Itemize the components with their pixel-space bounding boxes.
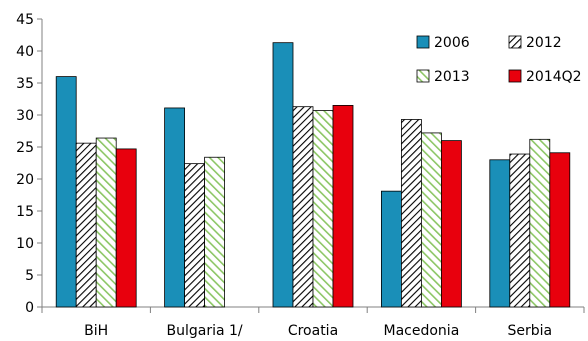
legend-swatch-2013 [416, 69, 430, 83]
bar-2013-macedonia [420, 132, 442, 308]
legend-swatch-2012 [508, 35, 522, 49]
y-tick-label: 15 [16, 204, 34, 220]
bar-2014Q2-macedonia [440, 140, 462, 308]
bar-2012-serbia [509, 153, 531, 308]
bar-2013-bih [95, 137, 117, 308]
bar-2012-macedonia [400, 119, 422, 308]
bar-2013-croatia [312, 110, 334, 308]
x-category-label: Serbia [507, 323, 552, 339]
bar-2014Q2-serbia [549, 152, 571, 308]
bars [55, 42, 571, 308]
bar-2006-serbia [489, 159, 511, 308]
bar-2013-serbia [529, 138, 551, 308]
y-tick-label: 10 [16, 236, 34, 252]
legend: 2006 2012 2013 2014Q2 [416, 35, 582, 85]
x-category-label: BiH [84, 323, 108, 339]
y-tick-label: 40 [16, 44, 34, 60]
legend-swatch-2014Q2 [508, 69, 522, 83]
bar-2006-bulgaria1 [164, 107, 186, 308]
x-category-label: Bulgaria 1/ [167, 323, 243, 339]
legend-label-2013: 2013 [434, 69, 470, 85]
legend-label-2012: 2012 [526, 35, 562, 51]
y-tick-label: 20 [16, 172, 34, 188]
bar-2012-bulgaria1 [184, 163, 206, 308]
legend-label-2006: 2006 [434, 35, 470, 51]
y-tick-label: 45 [16, 12, 34, 28]
bar-2012-croatia [292, 106, 314, 308]
x-category-label: Croatia [288, 323, 338, 339]
bar-2014Q2-bih [115, 148, 137, 308]
category-labels: BiH Bulgaria 1/Croatia Macedonia Serbia [84, 323, 552, 339]
y-tick-label: 5 [25, 268, 34, 284]
x-category-label: Macedonia [384, 323, 460, 339]
y-tick-label: 0 [25, 300, 34, 316]
y-tick-label: 35 [16, 76, 34, 92]
legend-label-2014Q2: 2014Q2 [526, 69, 582, 85]
bar-2006-bih [55, 76, 77, 308]
y-tick-label: 30 [16, 108, 34, 124]
legend-swatch-2006 [416, 35, 430, 49]
bar-2012-bih [75, 142, 97, 308]
bar-2013-bulgaria1 [204, 156, 226, 308]
y-tick-label: 25 [16, 140, 34, 156]
bar-2006-croatia [272, 42, 294, 308]
bar-2014Q2-croatia [332, 105, 354, 308]
bar-2006-macedonia [380, 190, 402, 308]
